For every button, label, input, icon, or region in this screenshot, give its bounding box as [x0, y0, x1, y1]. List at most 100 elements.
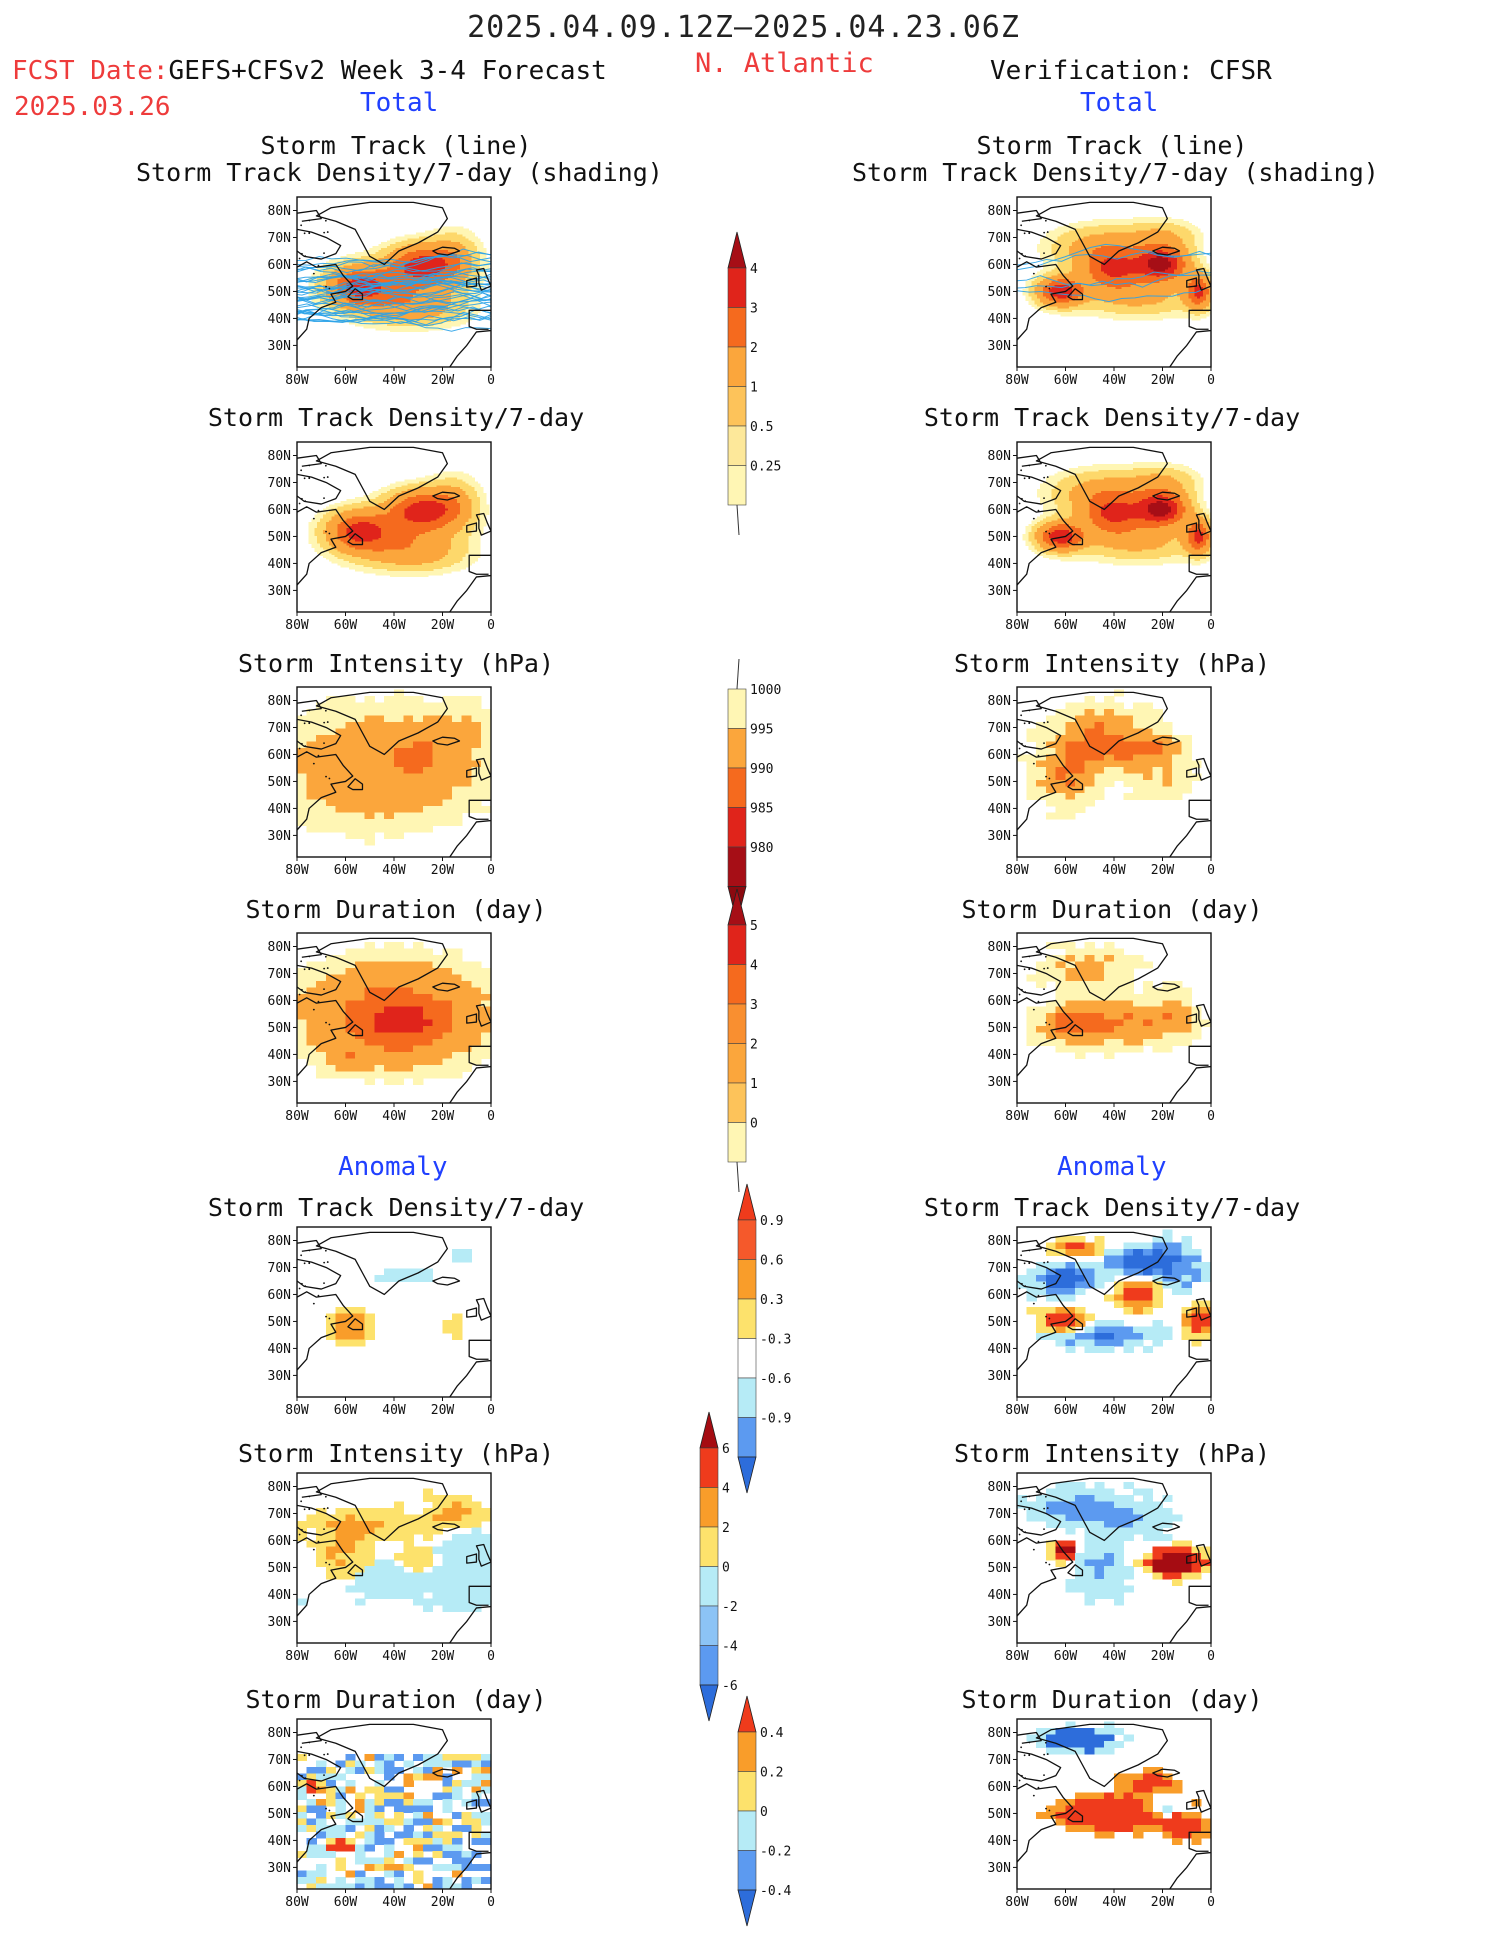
- lat-tick-label: 70N: [268, 721, 291, 736]
- lat-tick-label: 70N: [988, 1261, 1011, 1276]
- lat-tick-label: 30N: [988, 1861, 1011, 1876]
- colorbar-tick-label: 1: [750, 381, 758, 396]
- lon-tick-label: 80W: [285, 863, 309, 878]
- lat-tick-label: 70N: [988, 476, 1011, 491]
- lon-tick-label: 20W: [1151, 863, 1175, 878]
- lat-tick-label: 40N: [268, 1834, 291, 1849]
- lon-tick-label: 40W: [382, 1403, 406, 1418]
- title-duration-left: Storm Duration (day): [136, 896, 656, 923]
- lat-tick-label: 80N: [988, 940, 1011, 955]
- lat-tick-label: 70N: [988, 1507, 1011, 1522]
- lat-tick-label: 40N: [988, 557, 1011, 572]
- lat-tick-label: 70N: [988, 967, 1011, 982]
- lat-tick-label: 50N: [268, 1561, 291, 1576]
- lat-tick-label: 50N: [988, 1021, 1011, 1036]
- lon-tick-label: 0: [487, 1109, 495, 1124]
- colorbar-tick-label: -2: [722, 1600, 738, 1615]
- lat-tick-label: 80N: [988, 1726, 1011, 1741]
- lon-tick-label: 40W: [382, 373, 406, 388]
- title-track-line: Storm Track (line): [261, 131, 532, 160]
- colorbar-tick-label: 0.3: [760, 1293, 783, 1308]
- colorbar-tick-label: 2: [750, 1038, 758, 1053]
- lat-tick-label: 40N: [268, 802, 291, 817]
- lon-tick-label: 60W: [1054, 1109, 1078, 1124]
- lat-tick-label: 40N: [268, 1588, 291, 1603]
- lon-tick-label: 20W: [431, 1649, 455, 1664]
- colorbar-tick-label: 0: [750, 1117, 758, 1132]
- lat-tick-label: 80N: [988, 694, 1011, 709]
- lat-tick-label: 60N: [268, 748, 291, 763]
- lat-tick-label: 60N: [988, 994, 1011, 1009]
- lon-tick-label: 80W: [1005, 1649, 1029, 1664]
- lon-tick-label: 60W: [334, 1109, 358, 1124]
- lon-tick-label: 20W: [431, 618, 455, 633]
- lon-tick-label: 80W: [1005, 863, 1029, 878]
- lon-tick-label: 40W: [1102, 1895, 1126, 1910]
- lon-tick-label: 80W: [285, 1109, 309, 1124]
- colorbar-tick-label: -0.2: [760, 1845, 791, 1860]
- colorbar-tick-label: 3: [750, 302, 758, 317]
- lat-tick-label: 50N: [268, 530, 291, 545]
- colorbar-tick-label: 995: [750, 723, 773, 738]
- lat-tick-label: 30N: [268, 339, 291, 354]
- lon-tick-label: 80W: [1005, 1109, 1029, 1124]
- title-intensity-right: Storm Intensity (hPa): [852, 650, 1372, 677]
- lon-tick-label: 80W: [285, 1649, 309, 1664]
- title-track-shading: Storm Track Density/7-day (shading): [852, 158, 1379, 187]
- lon-tick-label: 0: [1207, 863, 1215, 878]
- lat-tick-label: 70N: [268, 1753, 291, 1768]
- lon-tick-label: 60W: [1054, 1895, 1078, 1910]
- lat-tick-label: 80N: [268, 940, 291, 955]
- lat-tick-label: 40N: [268, 312, 291, 327]
- lon-tick-label: 60W: [334, 1649, 358, 1664]
- lon-tick-label: 40W: [382, 1649, 406, 1664]
- title-density-left: Storm Track Density/7-day: [136, 404, 656, 431]
- title-track-shading: Storm Track Density/7-day (shading): [136, 158, 663, 187]
- lat-tick-label: 30N: [268, 1369, 291, 1384]
- lat-tick-label: 30N: [988, 829, 1011, 844]
- colorbar-tick-label: 1: [750, 1077, 758, 1092]
- lat-tick-label: 60N: [988, 503, 1011, 518]
- lon-tick-label: 20W: [1151, 1649, 1175, 1664]
- title-track-left: Storm Track (line)Storm Track Density/7-…: [136, 132, 656, 186]
- lat-tick-label: 60N: [988, 1780, 1011, 1795]
- lat-tick-label: 50N: [268, 285, 291, 300]
- lon-tick-label: 20W: [1151, 1403, 1175, 1418]
- lon-tick-label: 60W: [334, 863, 358, 878]
- lat-tick-label: 60N: [268, 258, 291, 273]
- lon-tick-label: 0: [487, 618, 495, 633]
- left-total-label: Total: [360, 88, 438, 118]
- lat-tick-label: 60N: [268, 994, 291, 1009]
- lat-tick-label: 60N: [268, 1534, 291, 1549]
- lat-tick-label: 30N: [988, 1075, 1011, 1090]
- lat-tick-label: 30N: [268, 1861, 291, 1876]
- colorbar-tick-label: 2: [722, 1521, 730, 1536]
- colorbar-tick-label: -0.6: [760, 1372, 791, 1387]
- lat-tick-label: 50N: [268, 1021, 291, 1036]
- lat-tick-label: 80N: [268, 449, 291, 464]
- lat-tick-label: 60N: [988, 258, 1011, 273]
- lat-tick-label: 60N: [988, 1534, 1011, 1549]
- lat-tick-label: 70N: [268, 1261, 291, 1276]
- lon-tick-label: 40W: [1102, 1649, 1126, 1664]
- lat-tick-label: 40N: [988, 1588, 1011, 1603]
- lat-tick-label: 50N: [268, 775, 291, 790]
- lat-tick-label: 50N: [988, 1561, 1011, 1576]
- lon-tick-label: 80W: [285, 1403, 309, 1418]
- lon-tick-label: 60W: [334, 618, 358, 633]
- lon-tick-label: 20W: [431, 1403, 455, 1418]
- lon-tick-label: 80W: [285, 1895, 309, 1910]
- lon-tick-label: 20W: [1151, 373, 1175, 388]
